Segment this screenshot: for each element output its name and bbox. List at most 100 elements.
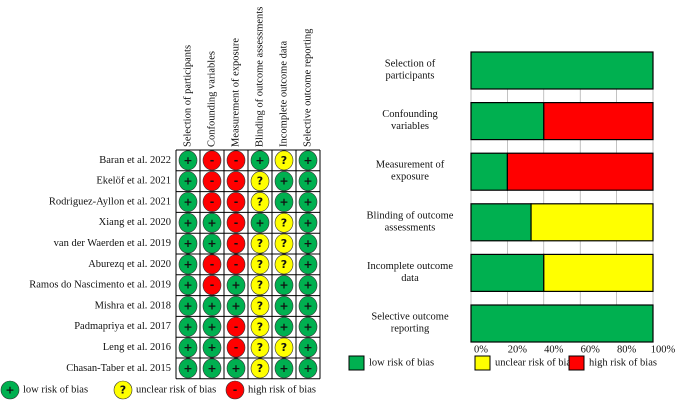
judgement-circle <box>202 358 222 379</box>
judgement-symbol: - <box>234 175 239 188</box>
judgement-symbol: - <box>234 320 239 333</box>
judgement-symbol: + <box>303 279 312 292</box>
judgement-circle <box>178 358 198 379</box>
legend-swatch <box>474 355 491 371</box>
judgement-symbol: + <box>207 216 216 229</box>
column-header: Selection of participants <box>182 45 193 147</box>
legend-label: unclear risk of bias <box>495 357 575 368</box>
legend-swatch <box>348 355 365 371</box>
judgement-symbol: + <box>231 300 240 313</box>
judgement-symbol: - <box>234 154 239 167</box>
legend-label: high risk of bias <box>589 357 657 368</box>
judgement-circle <box>274 358 294 379</box>
bar-segment <box>506 152 654 191</box>
judgement-circle <box>250 150 270 171</box>
judgement-circle <box>274 192 294 212</box>
judgement-circle <box>202 212 222 233</box>
judgement-symbol: + <box>207 237 216 250</box>
judgement-symbol: ? <box>281 154 287 167</box>
judgement-circle <box>202 254 222 275</box>
judgement-symbol: ? <box>257 258 263 271</box>
legend-symbol: + <box>5 384 14 397</box>
judgement-circle <box>274 233 294 254</box>
judgement-symbol: + <box>303 320 312 333</box>
judgement-circle <box>298 296 318 316</box>
category-label: Blinding of outcome assessments <box>367 211 454 234</box>
x-tick-label: 80% <box>617 344 637 355</box>
judgement-circle <box>178 316 198 337</box>
judgement-circle <box>202 275 222 296</box>
judgement-symbol: + <box>279 279 288 292</box>
judgement-circle <box>226 254 246 275</box>
judgement-symbol: + <box>303 237 312 250</box>
judgement-circle <box>178 171 198 192</box>
judgement-circle <box>250 337 270 358</box>
judgement-circle <box>178 296 198 316</box>
legend-label: low risk of bias <box>23 384 88 395</box>
judgement-symbol: + <box>279 362 288 375</box>
legend-label: unclear risk of bias <box>136 384 216 395</box>
judgement-symbol: ? <box>281 237 287 250</box>
x-tick-label: 0% <box>474 344 488 355</box>
row-label: Mishra et al. 2018 <box>95 300 171 311</box>
judgement-circle <box>274 150 294 171</box>
judgement-circle <box>178 192 198 212</box>
judgement-circle <box>250 192 270 212</box>
judgement-symbol: + <box>279 300 288 313</box>
legend-circle <box>113 380 133 400</box>
judgement-symbol: ? <box>257 362 263 375</box>
judgement-symbol: + <box>279 320 288 333</box>
row-label: Baran et al. 2022 <box>99 155 171 166</box>
judgement-circle <box>226 171 246 192</box>
judgement-circle <box>226 150 246 171</box>
legend-swatch <box>568 355 585 371</box>
judgement-symbol: + <box>303 216 312 229</box>
judgement-circle <box>202 337 222 358</box>
bar-segment <box>470 101 545 141</box>
category-label: Incomplete outcome data <box>367 261 453 284</box>
judgement-symbol: + <box>207 300 216 313</box>
legend-symbol: - <box>233 384 238 397</box>
column-header: Measurement of exposure <box>230 38 241 147</box>
judgement-circle <box>250 233 270 254</box>
column-header: Incomplete outcome data <box>278 41 289 147</box>
judgement-symbol: - <box>234 341 239 354</box>
bar-segment <box>543 101 654 141</box>
judgement-symbol: ? <box>257 300 263 313</box>
judgement-circle <box>298 358 318 379</box>
judgement-circle <box>202 233 222 254</box>
judgement-symbol: + <box>183 341 192 354</box>
row-label: Ramos do Nascimento et al. 2019 <box>29 280 171 291</box>
bar-segment <box>470 253 545 292</box>
legend-symbol: ? <box>120 384 126 397</box>
judgement-symbol: - <box>210 196 215 209</box>
judgement-symbol: - <box>210 279 215 292</box>
judgement-circle <box>250 296 270 316</box>
judgement-circle <box>274 254 294 275</box>
judgement-circle <box>298 316 318 337</box>
x-tick-label: 40% <box>544 344 564 355</box>
judgement-circle <box>274 337 294 358</box>
judgement-symbol: + <box>183 175 192 188</box>
judgement-symbol: + <box>303 196 312 209</box>
judgement-circle <box>202 296 222 316</box>
column-header: Selective outcome reporting <box>302 28 313 147</box>
judgement-circle <box>250 316 270 337</box>
judgement-symbol: + <box>207 362 216 375</box>
judgement-symbol: + <box>183 300 192 313</box>
judgement-symbol: - <box>234 237 239 250</box>
judgement-circle <box>274 316 294 337</box>
row-label: Aburezq et al. 2020 <box>88 259 171 270</box>
judgement-symbol: ? <box>257 279 263 292</box>
judgement-symbol: + <box>255 216 264 229</box>
judgement-circle <box>202 171 222 192</box>
judgement-circle <box>250 171 270 192</box>
judgement-symbol: ? <box>281 258 287 271</box>
judgement-symbol: + <box>255 154 264 167</box>
category-label: Selective outcome reporting <box>371 312 449 335</box>
judgement-symbol: + <box>303 362 312 375</box>
judgement-symbol: + <box>231 279 240 292</box>
x-tick-label: 100% <box>651 344 676 355</box>
judgement-circle <box>298 233 318 254</box>
